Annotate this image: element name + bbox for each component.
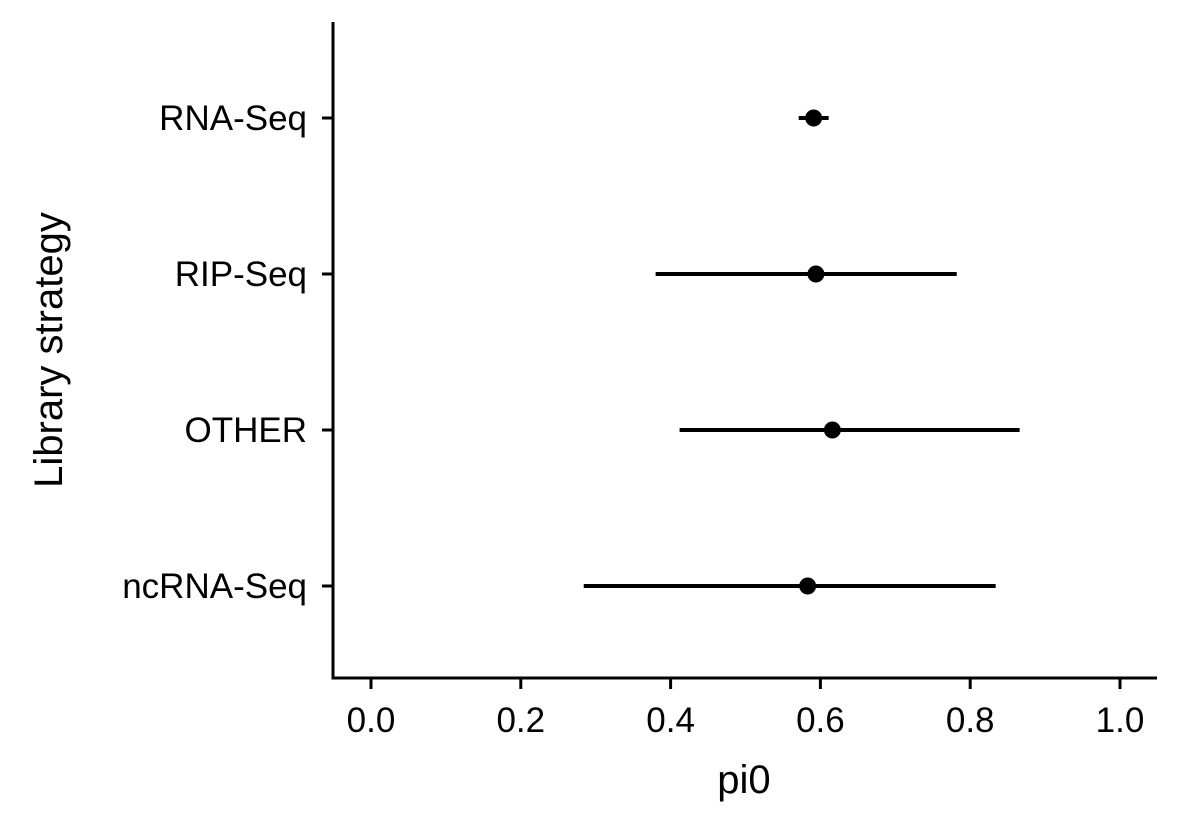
y-axis-title: Library strategy [27, 212, 71, 488]
x-tick-label: 0.2 [496, 701, 545, 740]
y-tick-label: OTHER [185, 411, 308, 450]
estimate-point [805, 109, 823, 127]
y-tick-label: RIP-Seq [175, 255, 307, 294]
x-axis-ticks: 0.0 0.2 0.4 0.6 0.8 1.0 [347, 678, 1145, 740]
estimate-point [823, 421, 841, 439]
x-axis-title: pi0 [717, 758, 770, 802]
y-tick-label: ncRNA-Seq [122, 567, 307, 606]
y-tick-label: RNA-Seq [159, 99, 307, 138]
estimate-point [807, 265, 825, 283]
x-tick-label: 0.8 [946, 701, 995, 740]
estimate-point [799, 577, 817, 595]
x-tick-label: 0.6 [796, 701, 845, 740]
y-axis-ticks: RNA-Seq RIP-Seq OTHER ncRNA-Seq [122, 99, 333, 606]
x-tick-label: 1.0 [1096, 701, 1145, 740]
plot-marks [583, 109, 1020, 595]
x-tick-label: 0.0 [347, 701, 396, 740]
x-tick-label: 0.4 [646, 701, 695, 740]
